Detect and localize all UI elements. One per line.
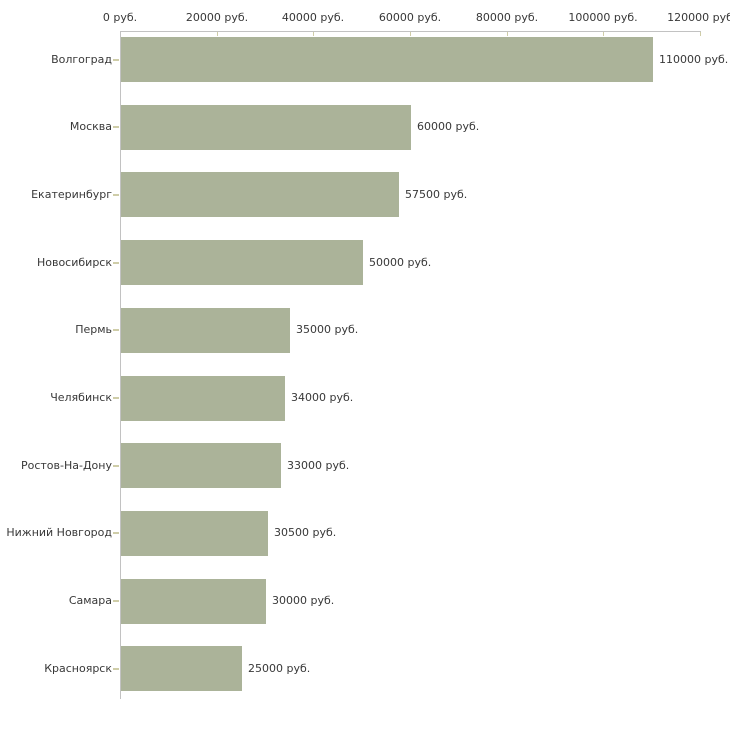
bar — [121, 105, 411, 150]
y-tick-mark — [113, 126, 119, 128]
y-tick-mark — [113, 532, 119, 534]
category-label: Самара — [68, 594, 112, 607]
y-tick-mark — [113, 194, 119, 196]
x-tick-mark — [410, 32, 411, 36]
x-tick-label: 60000 руб. — [378, 11, 442, 24]
bar-value-label: 57500 руб. — [405, 188, 468, 201]
bar — [121, 308, 290, 353]
x-tick-mark — [603, 32, 604, 36]
category-label: Нижний Новгород — [6, 526, 112, 539]
bar — [121, 511, 268, 556]
category-label: Челябинск — [50, 391, 112, 404]
bar-value-label: 34000 руб. — [291, 391, 354, 404]
bar-value-label: 25000 руб. — [248, 662, 311, 675]
category-label: Ростов-На-Дону — [20, 459, 112, 472]
y-tick-mark — [113, 668, 119, 670]
category-label: Москва — [69, 120, 112, 133]
x-tick-label: 80000 руб. — [475, 11, 539, 24]
category-label: Красноярск — [44, 662, 112, 675]
bar — [121, 240, 363, 285]
category-label: Новосибирск — [36, 256, 112, 269]
x-tick-label: 100000 руб. — [568, 11, 638, 24]
x-tick-label: 40000 руб. — [281, 11, 345, 24]
bar-value-label: 110000 руб. — [659, 53, 729, 66]
bar — [121, 646, 242, 691]
y-tick-mark — [113, 329, 119, 331]
x-tick-mark — [507, 32, 508, 36]
bar — [121, 443, 281, 488]
x-tick-label: 120000 руб — [667, 11, 730, 24]
bar-value-label: 33000 руб. — [287, 459, 350, 472]
y-tick-mark — [113, 397, 119, 399]
category-label: Екатеринбург — [31, 188, 112, 201]
y-axis-line — [120, 31, 121, 699]
category-label: Волгоград — [51, 53, 112, 66]
bar — [121, 37, 653, 82]
x-tick-mark — [700, 32, 701, 36]
bar-value-label: 30000 руб. — [272, 594, 335, 607]
bar — [121, 579, 266, 624]
x-axis-line — [120, 31, 701, 32]
bar-value-label: 60000 руб. — [417, 120, 480, 133]
x-tick-label: 0 руб. — [102, 11, 138, 24]
x-tick-label: 20000 руб. — [185, 11, 249, 24]
x-tick-mark — [313, 32, 314, 36]
bar — [121, 376, 285, 421]
y-tick-mark — [113, 59, 119, 61]
bar-value-label: 35000 руб. — [296, 323, 359, 336]
category-label: Пермь — [75, 323, 112, 336]
x-tick-mark — [217, 32, 218, 36]
bar-value-label: 30500 руб. — [274, 526, 337, 539]
y-tick-mark — [113, 262, 119, 264]
bar-value-label: 50000 руб. — [369, 256, 432, 269]
y-tick-mark — [113, 465, 119, 467]
y-tick-mark — [113, 600, 119, 602]
bar — [121, 172, 399, 217]
